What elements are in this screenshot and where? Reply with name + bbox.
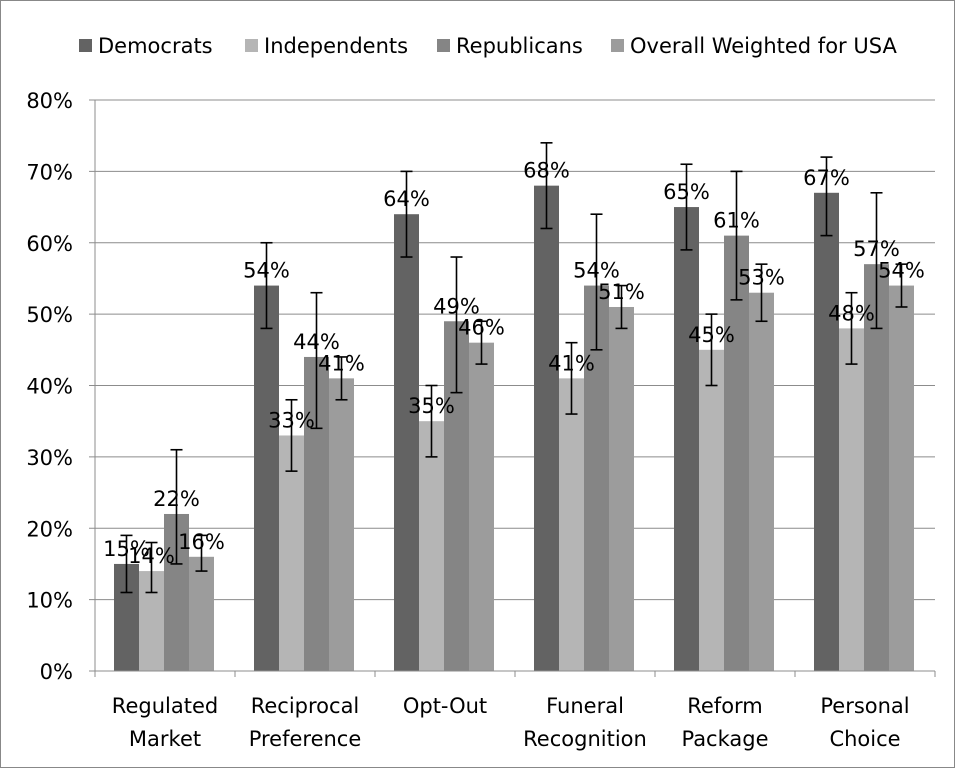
- data-label: 54%: [243, 259, 290, 283]
- legend-label: Republicans: [456, 34, 583, 58]
- y-tick-label: 0%: [40, 660, 73, 684]
- y-tick-label: 10%: [26, 589, 73, 613]
- legend-swatch: [79, 39, 92, 52]
- x-category-label: Opt-Out: [403, 694, 487, 718]
- data-label: 53%: [738, 266, 785, 290]
- error-bars: [120, 142, 908, 594]
- data-label: 51%: [598, 280, 645, 304]
- data-label: 16%: [178, 530, 225, 554]
- bar-overall-weighted-for-usa: [329, 378, 354, 671]
- y-tick-label: 60%: [26, 232, 73, 256]
- legend-swatch: [245, 39, 258, 52]
- bar-independents: [699, 349, 724, 671]
- data-label: 44%: [293, 330, 340, 354]
- y-axis-ticks: 0% 10% 20% 30% 40% 50% 60% 70% 80%: [26, 89, 95, 684]
- x-category-label: Reform: [687, 694, 763, 718]
- data-label: 54%: [878, 259, 925, 283]
- legend-swatch: [611, 39, 624, 52]
- x-category-label: Reciprocal: [251, 694, 360, 718]
- y-tick-label: 40%: [26, 375, 73, 399]
- bar-independents: [839, 328, 864, 671]
- bar-republicans: [864, 264, 889, 671]
- y-tick-label: 20%: [26, 517, 73, 541]
- data-label: 65%: [663, 180, 710, 204]
- bar-overall-weighted-for-usa: [749, 292, 774, 671]
- bar-democrats: [394, 214, 419, 671]
- bar-democrats: [254, 285, 279, 671]
- bar-democrats: [534, 185, 559, 671]
- x-category-label: Funeral: [546, 694, 624, 718]
- data-label: 67%: [803, 166, 850, 190]
- y-tick-label: 50%: [26, 303, 73, 327]
- data-label: 49%: [433, 294, 480, 318]
- data-label: 57%: [853, 237, 900, 261]
- y-tick-label: 70%: [26, 160, 73, 184]
- data-label: 41%: [548, 351, 595, 375]
- x-category-label: Personal: [820, 694, 909, 718]
- legend-swatch: [437, 39, 450, 52]
- bar-overall-weighted-for-usa: [469, 342, 494, 671]
- data-label: 68%: [523, 159, 570, 183]
- x-category-label: Choice: [829, 727, 900, 751]
- x-category-label: Preference: [249, 727, 362, 751]
- bar-independents: [559, 378, 584, 671]
- legend-label: Democrats: [98, 34, 213, 58]
- data-label: 61%: [713, 209, 760, 233]
- bar-democrats: [814, 192, 839, 671]
- bar-overall-weighted-for-usa: [609, 306, 634, 671]
- data-label: 64%: [383, 187, 430, 211]
- data-label: 33%: [268, 408, 315, 432]
- legend: Democrats Independents Republicans Overall …: [79, 34, 897, 58]
- data-label: 45%: [688, 323, 735, 347]
- x-category-label: Package: [681, 727, 768, 751]
- data-label: 14%: [128, 544, 175, 568]
- gridlines: [95, 99, 935, 601]
- bar-democrats: [674, 207, 699, 671]
- legend-label: Overall Weighted for USA: [630, 34, 897, 58]
- bar-republicans: [724, 235, 749, 672]
- data-label: 46%: [458, 316, 505, 340]
- data-label: 15%: [103, 537, 150, 561]
- data-label: 22%: [153, 487, 200, 511]
- data-label: 54%: [573, 259, 620, 283]
- bars: [114, 185, 914, 672]
- x-category-label: Recognition: [523, 727, 647, 751]
- y-tick-label: 80%: [26, 89, 73, 113]
- bar-overall-weighted-for-usa: [889, 285, 914, 671]
- y-tick-label: 30%: [26, 446, 73, 470]
- x-axis-ticks: Regulated Market Reciprocal Preference Opt-O…: [94, 671, 936, 751]
- data-label: 48%: [828, 301, 875, 325]
- data-label: 35%: [408, 394, 455, 418]
- data-label: 41%: [318, 351, 365, 375]
- bar-independents: [419, 421, 444, 671]
- data-labels: 15% 54% 64% 68% 65% 67% 14% 33% 35% 41% 45% 48% 22% 4…: [103, 159, 925, 568]
- bar-independents: [279, 435, 304, 671]
- x-category-label: Market: [129, 727, 201, 751]
- legend-label: Independents: [264, 34, 408, 58]
- x-category-label: Regulated: [112, 694, 218, 718]
- bar-overall-weighted-for-usa: [189, 556, 214, 671]
